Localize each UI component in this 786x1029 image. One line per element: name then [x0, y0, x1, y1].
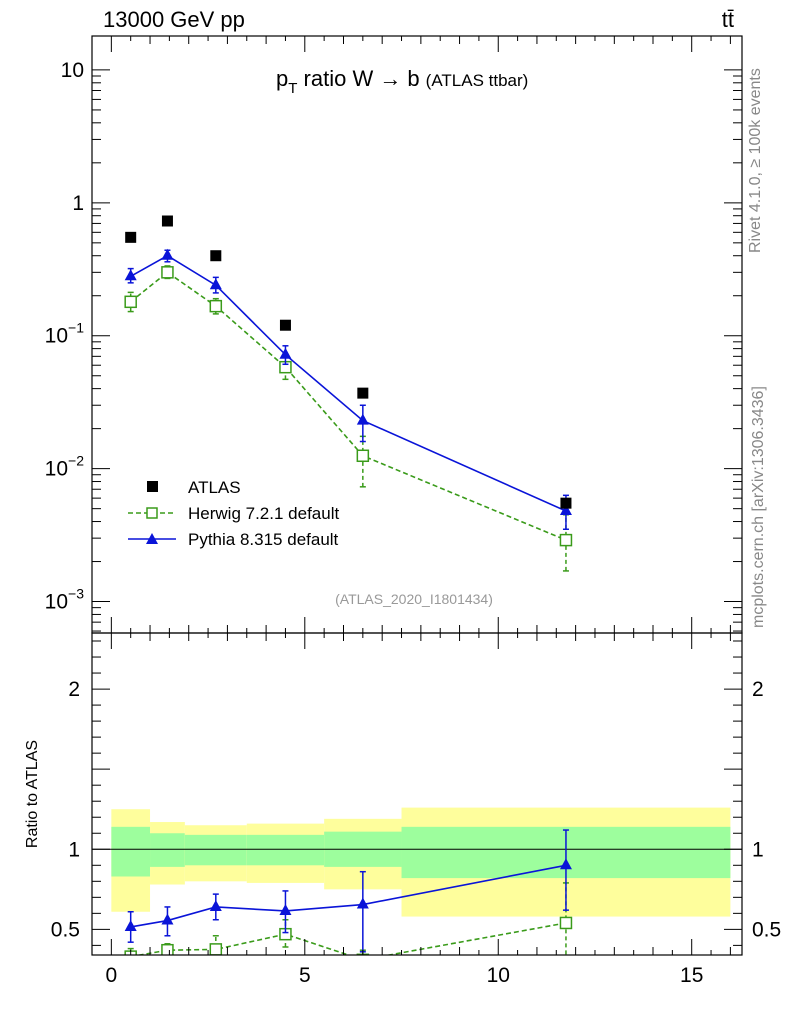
- main-y-tick-base: 1: [72, 192, 84, 215]
- ratio-y-tick-label-left: 1: [68, 838, 80, 861]
- energy-label: 13000 GeV pp: [103, 7, 245, 32]
- title-p: p: [276, 66, 288, 91]
- process-label: tt̄: [722, 7, 734, 32]
- legend-pythia-marker: [146, 533, 158, 544]
- main-y-tick-exponent: −2: [68, 453, 84, 469]
- pythia-series-line: [130, 254, 567, 512]
- legend-atlas-marker: [147, 481, 158, 492]
- x-tick-label: 0: [106, 964, 118, 987]
- ratio-y-tick-label-left: 2: [68, 678, 80, 701]
- ratio-y-tick-label-left: 0.5: [51, 918, 80, 941]
- ratio-herwig-point: [559, 916, 573, 930]
- ratio-pythia-point: [356, 897, 369, 909]
- atlas-data-point: [210, 250, 222, 262]
- pythia-point: [559, 504, 572, 516]
- ratio-pythia-point: [559, 858, 572, 870]
- herwig-point: [559, 533, 573, 547]
- ratio-tick-labels: 2 2 1 1 0.5 0.5 0 5 10 15: [51, 678, 781, 987]
- atlas-data-point: [560, 497, 572, 509]
- ratio-y-axis-label: Ratio to ATLAS: [24, 740, 41, 848]
- ratio-pythia-point: [279, 903, 292, 915]
- legend-herwig-marker: [146, 507, 158, 519]
- atlas-data-point: [279, 319, 291, 331]
- main-y-tick-label: 10−2: [45, 453, 85, 481]
- x-tick-label: 15: [680, 964, 703, 987]
- ratio-uncertainty-bands: [111, 807, 731, 917]
- ratio-band-inner: [150, 833, 185, 867]
- pythia-point: [209, 278, 222, 290]
- main-axis-ticks: [92, 36, 742, 633]
- main-y-tick-base: 10: [45, 591, 68, 614]
- pythia-point: [279, 347, 292, 359]
- ratio-y-tick-label-right: 1: [752, 838, 764, 861]
- main-y-tick-label: 10−1: [45, 320, 85, 348]
- pythia-point: [124, 269, 137, 281]
- x-tick-label: 10: [487, 964, 510, 987]
- herwig-point: [356, 449, 370, 463]
- legend-atlas-label: ATLAS: [188, 478, 241, 497]
- herwig-point: [124, 295, 137, 309]
- ratio-y-tick-label-right: 0.5: [752, 918, 781, 941]
- herwig-series-line: [130, 271, 567, 541]
- atlas-data-point: [125, 231, 137, 243]
- x-tick-label: 5: [299, 964, 311, 987]
- main-data-marks: [124, 215, 573, 572]
- title-sub: T: [288, 80, 297, 97]
- legend: ATLAS Herwig 7.2.1 default Pythia 8.315 …: [128, 478, 339, 549]
- ratio-pythia-point: [124, 919, 137, 931]
- herwig-point: [209, 299, 223, 313]
- ratio-pythia-point: [161, 913, 174, 925]
- legend-herwig-label: Herwig 7.2.1 default: [188, 504, 339, 523]
- ratio-pythia-point: [209, 899, 222, 911]
- ratio-band-inner: [111, 826, 151, 877]
- main-y-tick-exponent: −3: [68, 586, 84, 602]
- ratio-herwig-line: [135, 922, 567, 955]
- pythia-point: [161, 248, 174, 260]
- main-y-tick-base: 10: [45, 458, 68, 481]
- ratio-herwig-point: [209, 943, 223, 955]
- ratio-band-inner: [184, 834, 247, 866]
- ratio-y-tick-label-right: 2: [752, 678, 764, 701]
- title-rest: ratio W → b: [297, 66, 419, 91]
- atlas-data-point: [357, 387, 369, 399]
- ratio-pythia-line: [130, 864, 567, 928]
- main-y-tick-label: 10: [61, 59, 84, 82]
- reference-label: (ATLAS_2020_I1801434): [335, 591, 493, 607]
- herwig-point: [161, 266, 174, 279]
- ratio-herwig-point: [356, 953, 370, 955]
- ratio-panel: 2 2 1 1 0.5 0.5 0 5 10 15 Ratio to ATLAS: [24, 632, 781, 987]
- main-y-tick-base: 10: [45, 325, 68, 348]
- chart-title: pT ratio W → b (ATLAS ttbar): [276, 66, 528, 97]
- mcplots-label: mcplots.cern.ch [arXiv:1306.3436]: [750, 386, 767, 628]
- ratio-frame: [91, 632, 743, 956]
- ratio-axis-ticks: [92, 633, 742, 955]
- title-suffix: (ATLAS ttbar): [426, 71, 529, 90]
- legend-pythia-label: Pythia 8.315 default: [188, 530, 339, 549]
- ratio-band-inner: [246, 834, 325, 866]
- pythia-point: [356, 413, 369, 425]
- atlas-data-point: [161, 215, 173, 227]
- ratio-herwig-point: [161, 943, 174, 955]
- main-y-tick-label: 10−3: [45, 586, 85, 614]
- main-y-tick-base: 10: [61, 59, 84, 82]
- rivet-version-label: Rivet 4.1.0, ≥ 100k events: [747, 68, 764, 253]
- main-y-tick-exponent: −1: [68, 320, 84, 336]
- main-y-tick-label: 1: [72, 192, 84, 215]
